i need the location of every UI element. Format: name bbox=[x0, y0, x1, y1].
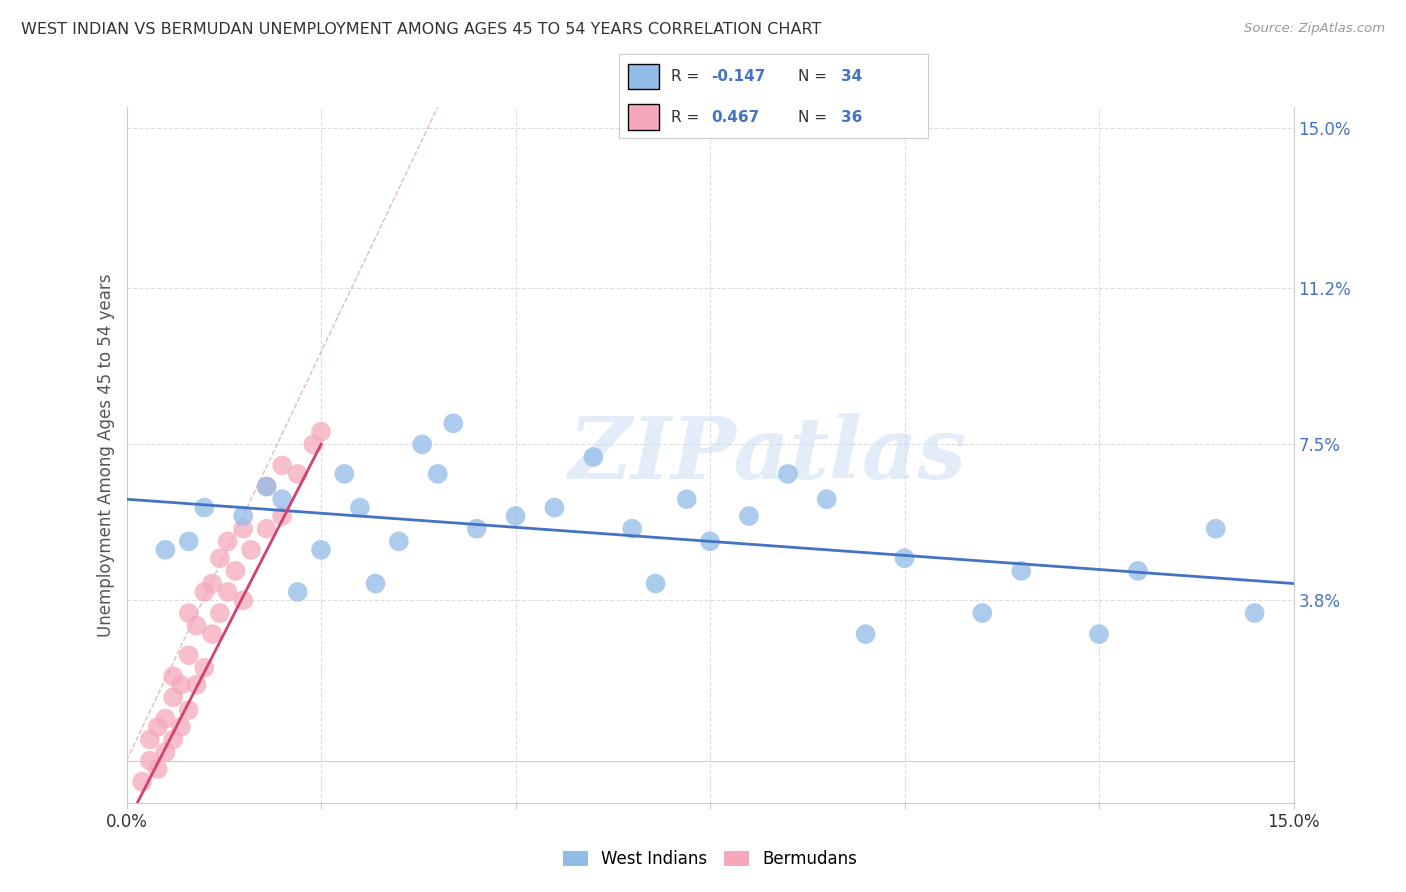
Text: ZIPatlas: ZIPatlas bbox=[569, 413, 967, 497]
Point bbox=[287, 467, 309, 481]
Point bbox=[186, 678, 208, 692]
Point bbox=[582, 450, 605, 464]
Point bbox=[256, 522, 278, 536]
Point bbox=[972, 606, 994, 620]
Legend: West Indians, Bermudans: West Indians, Bermudans bbox=[557, 843, 863, 874]
Point bbox=[441, 417, 464, 431]
Point bbox=[131, 774, 153, 789]
Point bbox=[155, 745, 177, 759]
Point bbox=[271, 492, 294, 507]
Point bbox=[162, 732, 184, 747]
Point bbox=[349, 500, 371, 515]
Point bbox=[162, 669, 184, 683]
Text: 0.467: 0.467 bbox=[711, 110, 759, 125]
Point bbox=[146, 720, 169, 734]
Point bbox=[505, 509, 527, 524]
Point bbox=[177, 648, 200, 663]
Point bbox=[217, 534, 239, 549]
Point bbox=[170, 678, 193, 692]
Point bbox=[146, 762, 169, 776]
Text: WEST INDIAN VS BERMUDAN UNEMPLOYMENT AMONG AGES 45 TO 54 YEARS CORRELATION CHART: WEST INDIAN VS BERMUDAN UNEMPLOYMENT AMO… bbox=[21, 22, 821, 37]
Text: 36: 36 bbox=[841, 110, 863, 125]
Point bbox=[240, 542, 263, 557]
Point bbox=[426, 467, 449, 481]
Text: N =: N = bbox=[799, 110, 832, 125]
FancyBboxPatch shape bbox=[628, 104, 659, 130]
Point bbox=[232, 509, 254, 524]
Point bbox=[302, 437, 325, 451]
Text: 34: 34 bbox=[841, 69, 863, 84]
Point bbox=[1010, 564, 1032, 578]
Text: R =: R = bbox=[671, 69, 704, 84]
Point bbox=[208, 606, 231, 620]
Point bbox=[201, 627, 224, 641]
Point bbox=[364, 576, 387, 591]
Point bbox=[256, 479, 278, 493]
Point bbox=[162, 690, 184, 705]
Point bbox=[1205, 522, 1227, 536]
Point bbox=[139, 754, 162, 768]
Text: -0.147: -0.147 bbox=[711, 69, 766, 84]
FancyBboxPatch shape bbox=[628, 63, 659, 89]
Point bbox=[193, 500, 215, 515]
Point bbox=[388, 534, 411, 549]
Point bbox=[1243, 606, 1265, 620]
Point bbox=[543, 500, 565, 515]
Point bbox=[155, 542, 177, 557]
Point bbox=[177, 703, 200, 717]
Point bbox=[201, 576, 224, 591]
Point bbox=[193, 585, 215, 599]
Point bbox=[309, 425, 332, 439]
Point bbox=[699, 534, 721, 549]
Point bbox=[170, 720, 193, 734]
Point bbox=[309, 542, 332, 557]
Point bbox=[155, 711, 177, 725]
Point bbox=[333, 467, 356, 481]
Point bbox=[186, 618, 208, 632]
Point bbox=[815, 492, 838, 507]
Y-axis label: Unemployment Among Ages 45 to 54 years: Unemployment Among Ages 45 to 54 years bbox=[97, 273, 115, 637]
Point bbox=[271, 509, 294, 524]
Point bbox=[232, 593, 254, 607]
Point bbox=[893, 551, 915, 566]
Point bbox=[1126, 564, 1149, 578]
Point bbox=[271, 458, 294, 473]
Point bbox=[208, 551, 231, 566]
Point bbox=[287, 585, 309, 599]
Text: Source: ZipAtlas.com: Source: ZipAtlas.com bbox=[1244, 22, 1385, 36]
Point bbox=[232, 522, 254, 536]
Point bbox=[644, 576, 666, 591]
Text: R =: R = bbox=[671, 110, 704, 125]
Point bbox=[776, 467, 799, 481]
Point bbox=[465, 522, 488, 536]
Point bbox=[411, 437, 433, 451]
Point bbox=[738, 509, 761, 524]
Point bbox=[224, 564, 246, 578]
Point bbox=[675, 492, 697, 507]
Point bbox=[139, 732, 162, 747]
Point bbox=[256, 479, 278, 493]
Point bbox=[177, 606, 200, 620]
Text: N =: N = bbox=[799, 69, 832, 84]
Point bbox=[217, 585, 239, 599]
Point bbox=[1088, 627, 1111, 641]
Point bbox=[193, 661, 215, 675]
Point bbox=[855, 627, 877, 641]
Point bbox=[621, 522, 644, 536]
Point bbox=[177, 534, 200, 549]
